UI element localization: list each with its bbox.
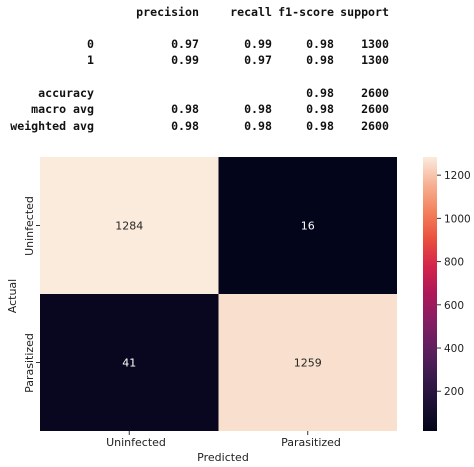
heatmap-cell — [218, 157, 397, 294]
report-header-recall: recall — [230, 5, 272, 19]
heatmap-cell — [40, 294, 219, 431]
report-cell: 2600 — [361, 119, 389, 133]
x-tick-label: Uninfected — [106, 436, 166, 449]
report-cell: 0.98 — [306, 37, 334, 51]
report-cell: 1300 — [361, 37, 389, 51]
report-header-precision: precision — [136, 5, 199, 19]
heatmap-cell-value: 16 — [301, 220, 315, 233]
heatmap-cell — [218, 294, 397, 431]
report-header-support: support — [340, 5, 389, 19]
report-row-label: 1 — [87, 53, 94, 67]
colorbar — [423, 157, 437, 431]
report-row-label: 0 — [87, 37, 94, 51]
report-cell: 0.98 — [244, 119, 272, 133]
report-cell: 0.99 — [244, 37, 272, 51]
colorbar-tick-label: 200 — [444, 386, 464, 398]
report-cell: 0.99 — [171, 53, 199, 67]
heatmap-cell-value: 1259 — [294, 357, 322, 370]
report-header-f1-score: f1-score — [278, 5, 334, 19]
report-cell: 2600 — [361, 102, 389, 116]
report-cell: 0.98 — [306, 102, 334, 116]
colorbar-tick-label: 1000 — [444, 213, 471, 225]
report-row-label: accuracy — [38, 86, 94, 100]
report-cell: 0.98 — [306, 53, 334, 67]
y-tick-label: Uninfected — [23, 196, 36, 256]
heatmap-cell — [40, 157, 219, 294]
y-axis-label: Actual — [6, 279, 19, 313]
colorbar-tick-label: 800 — [444, 257, 464, 269]
report-cell: 0.97 — [171, 37, 199, 51]
report-cell: 0.98 — [171, 102, 199, 116]
x-axis-label: Predicted — [197, 451, 249, 464]
report-cell: 2600 — [361, 86, 389, 100]
heatmap-cell-value: 1284 — [115, 220, 143, 233]
report-cell: 0.98 — [244, 102, 272, 116]
report-cell: 0.98 — [306, 86, 334, 100]
report-cell: 0.97 — [244, 53, 272, 67]
colorbar-tick-label: 600 — [444, 300, 464, 312]
x-tick-label: Parasitized — [281, 436, 341, 449]
colorbar-tick-label: 400 — [444, 343, 464, 355]
y-tick-label: Parasitized — [23, 333, 36, 393]
heatmap-cell-value: 41 — [122, 357, 136, 370]
report-cell: 0.98 — [306, 119, 334, 133]
report-cell: 1300 — [361, 53, 389, 67]
report-row-label: macro avg — [31, 102, 94, 116]
classification-report: precision recall f1-score support 0 0.97… — [0, 0, 474, 140]
colorbar-tick-label: 1200 — [444, 170, 471, 182]
report-cell: 0.98 — [171, 119, 199, 133]
report-row-label: weighted avg — [10, 119, 94, 133]
